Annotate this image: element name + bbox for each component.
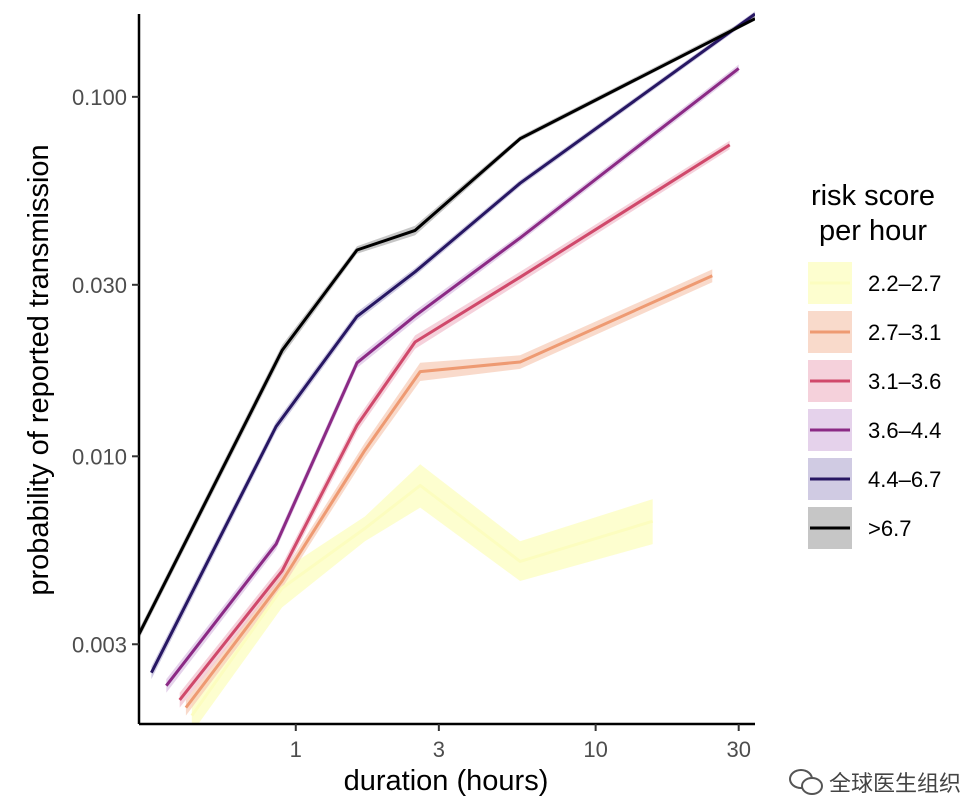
legend: risk score per hour 2.2–2.7 2.7–3.1 3.1–3.… xyxy=(808,180,941,549)
legend-title-line-2: per hour xyxy=(819,215,927,247)
x-tick-label: 3 xyxy=(433,737,445,762)
band-2-2-2-7 xyxy=(191,464,653,724)
line-4-4-6-7 xyxy=(150,12,755,674)
watermark: 全球医生组织 xyxy=(788,766,961,798)
x-axis-title: duration (hours) xyxy=(344,765,549,797)
band-4-4-6-7 xyxy=(151,11,755,680)
axes xyxy=(137,14,755,726)
line-3-1-3-6 xyxy=(178,143,731,701)
wechat-icon xyxy=(788,769,823,795)
x-tick-label: 30 xyxy=(726,737,750,762)
line-2-7-3-1 xyxy=(184,274,713,709)
x-tick-label: 1 xyxy=(290,737,302,762)
line-3-6-4-4 xyxy=(165,67,740,687)
legend-label: >6.7 xyxy=(868,516,911,541)
legend-item: 2.7–3.1 xyxy=(808,311,941,353)
x-tick-label: 10 xyxy=(583,737,607,762)
legend-title-line-1: risk score xyxy=(811,180,935,212)
line-2-2-2-7 xyxy=(190,483,654,717)
legend-label: 3.6–4.4 xyxy=(868,418,941,443)
confidence-bands xyxy=(139,11,755,724)
legend-label: 2.2–2.7 xyxy=(868,271,941,296)
legend-item: 2.2–2.7 xyxy=(808,262,941,304)
legend-item: >6.7 xyxy=(808,507,911,549)
y-tick-label: 0.030 xyxy=(72,273,127,298)
legend-label: 3.1–3.6 xyxy=(868,369,941,394)
watermark-text: 全球医生组织 xyxy=(828,771,961,796)
legend-label: 2.7–3.1 xyxy=(868,320,941,345)
y-tick-label: 0.100 xyxy=(72,85,127,110)
ticks: 0.003 0.010 0.030 0.100 1 3 10 30 xyxy=(72,85,751,762)
legend-item: 4.4–6.7 xyxy=(808,458,941,500)
band-3-6-4-4 xyxy=(166,64,739,693)
legend-item: 3.6–4.4 xyxy=(808,409,941,451)
legend-item: 3.1–3.6 xyxy=(808,360,941,402)
series-lines xyxy=(139,12,755,717)
legend-label: 4.4–6.7 xyxy=(868,467,941,492)
y-tick-label: 0.010 xyxy=(72,444,127,469)
y-axis-title: probability of reported transmission xyxy=(23,144,55,595)
y-tick-label: 0.003 xyxy=(72,632,127,657)
line-gt-6-7 xyxy=(139,17,755,635)
